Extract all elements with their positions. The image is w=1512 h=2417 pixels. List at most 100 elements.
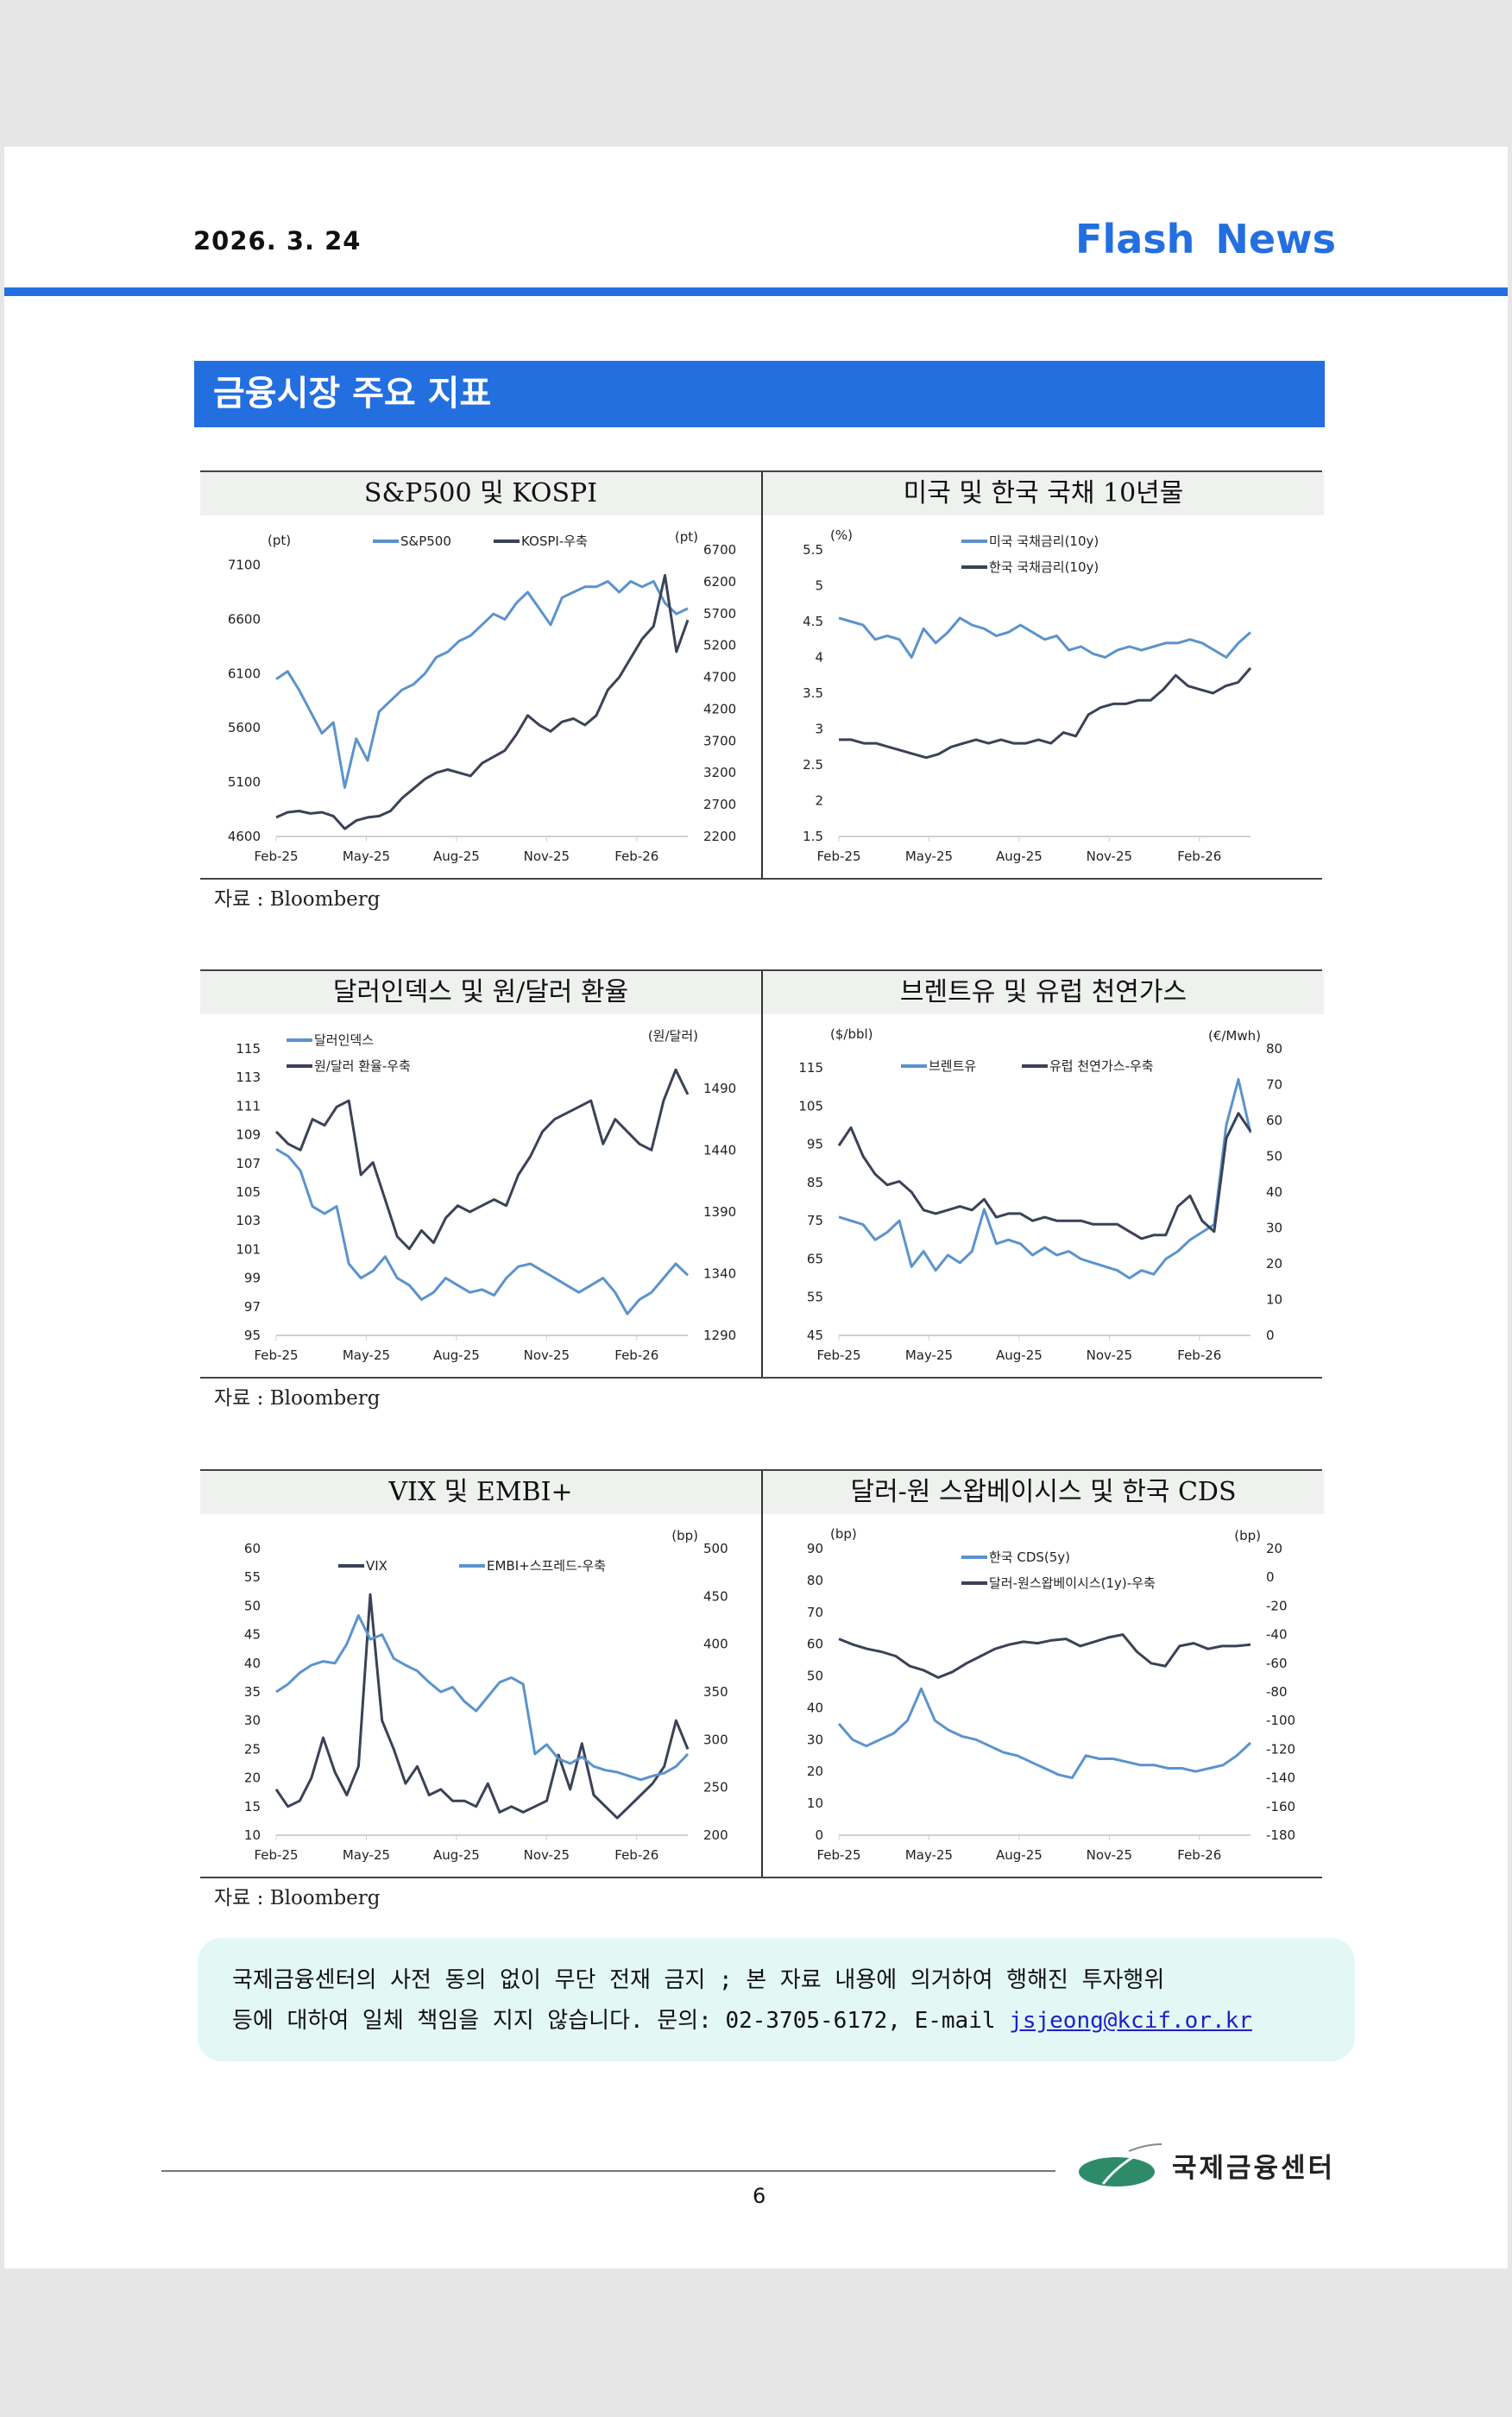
x-tick-label: Feb-25 (254, 1847, 298, 1863)
x-tick-label: Aug-25 (996, 1347, 1043, 1363)
x-tick-label: May-25 (905, 1347, 953, 1363)
x-tick-label: Aug-25 (433, 1347, 480, 1363)
series-line-0 (838, 616, 1251, 659)
x-tick-label: Feb-25 (254, 1347, 298, 1363)
x-tick-label: May-25 (343, 1847, 390, 1863)
legend-label: EMBI+스프레드-우축 (487, 1558, 606, 1574)
chart-title: S&P500 및 KOSPI (200, 472, 761, 515)
left-axis-tick-label: 115 (236, 1041, 261, 1057)
right-axis-tick-label: 60 (1266, 1113, 1282, 1128)
right-axis-tick-label: -60 (1266, 1656, 1288, 1671)
chart-vix-embi: Feb-25 May-25 Aug-25 Nov-25 Feb-26 10 15 20 25 30… (244, 1528, 728, 1863)
left-axis-tick-label: 107 (236, 1156, 261, 1171)
right-axis-tick-label: 5200 (703, 638, 736, 653)
right-axis-tick-label: 40 (1266, 1184, 1282, 1200)
left-axis-tick-label: 95 (244, 1328, 261, 1343)
left-axis-tick-label: 50 (244, 1598, 261, 1613)
x-tick-label: May-25 (905, 849, 953, 864)
x-tick-label: Feb-25 (816, 1347, 860, 1363)
left-axis-tick-label: 99 (244, 1271, 261, 1286)
right-axis-tick-label: 4200 (703, 701, 736, 716)
right-axis-tick-label: 450 (703, 1588, 728, 1604)
left-axis-tick-label: 6100 (228, 666, 261, 681)
right-axis-tick-label: 1290 (703, 1328, 736, 1343)
right-axis-tick-label: -20 (1266, 1598, 1288, 1613)
legend-label: 한국 국채금리(10y) (989, 559, 1099, 575)
x-tick-label: Nov-25 (524, 1347, 570, 1363)
right-axis-tick-label: 3200 (703, 765, 736, 780)
left-axis-tick-label: 1.5 (803, 829, 823, 844)
chart-panel-sp500-kospi: S&P500 및 KOSPI Feb-25 May-25 Aug-25 Nov-25 F… (200, 472, 761, 878)
right-axis-tick-label: 1490 (703, 1081, 736, 1096)
kcif-logo-icon (1079, 2142, 1162, 2187)
legend-label: S&P500 (400, 533, 451, 549)
header-divider (4, 287, 1508, 296)
right-axis-unit: (bp) (671, 1528, 698, 1543)
disclaimer-line-1: 국제금융센터의 사전 동의 없이 무단 전재 금지 ; 본 자료 내용에 의거하… (232, 1967, 1165, 1993)
chart-row-2: 달러인덱스 및 원/달러 환율 Feb-25 May-25 Aug-25 Nov-25… (200, 969, 1324, 1379)
right-axis-tick-label: -140 (1266, 1770, 1295, 1786)
chart-title: 브렌트유 및 유럽 천연가스 (763, 971, 1324, 1014)
right-axis-tick-label: 3700 (703, 733, 736, 748)
chart-title: VIX 및 EMBI+ (200, 1471, 761, 1514)
chart-panel-brent-gas: 브렌트유 및 유럽 천연가스 Feb-25 May-25 Aug-25 Nov-25 F… (761, 971, 1324, 1377)
chart-swap-cds: Feb-25 May-25 Aug-25 Nov-25 Feb-26 0 10 20 30 40 5… (807, 1526, 1295, 1863)
contact-email-link[interactable]: jsjeong@kcif.or.kr (1009, 2008, 1252, 2034)
right-axis-unit: (pt) (675, 529, 698, 545)
left-axis-tick-label: 97 (244, 1299, 261, 1315)
series-line-1 (838, 1633, 1251, 1679)
left-axis-tick-label: 5100 (228, 774, 261, 790)
disclaimer-text: 등에 대하여 일체 책임을 지지 않습니다. 문의: 02-3705-6172,… (232, 2008, 1010, 2034)
source-note: 자료 : Bloomberg (214, 1387, 381, 1410)
left-axis-tick-label: 55 (807, 1290, 823, 1305)
left-axis-tick-label: 115 (798, 1060, 823, 1076)
x-tick-label: Feb-25 (254, 849, 298, 864)
series-line-0 (275, 580, 689, 789)
left-axis-tick-label: 5600 (228, 720, 261, 735)
chart-brent-gas: Feb-25 May-25 Aug-25 Nov-25 Feb-26 45 55 65 75 85… (798, 1026, 1282, 1363)
chart-row-1: S&P500 및 KOSPI Feb-25 May-25 Aug-25 Nov-25 F… (200, 470, 1324, 880)
x-tick-label: Aug-25 (996, 849, 1043, 864)
chart-row-3: VIX 및 EMBI+ Feb-25 May-25 Aug-25 Nov-25 Feb-… (200, 1469, 1324, 1878)
left-axis-tick-label: 3 (815, 722, 823, 737)
left-axis-tick-label: 7100 (228, 558, 261, 573)
right-axis-tick-label: 2200 (703, 829, 736, 844)
x-tick-label: Nov-25 (524, 849, 570, 864)
left-axis-tick-label: 6600 (228, 611, 261, 627)
x-tick-label: Nov-25 (1087, 849, 1132, 864)
left-axis-tick-label: 35 (244, 1684, 261, 1700)
x-tick-label: May-25 (905, 1847, 953, 1863)
right-axis-tick-label: -80 (1266, 1684, 1288, 1700)
right-axis-tick-label: 1340 (703, 1265, 736, 1281)
x-tick-label: Feb-26 (614, 849, 658, 864)
left-axis-tick-label: 75 (807, 1213, 823, 1228)
left-axis-tick-label: 0 (815, 1827, 823, 1843)
x-tick-label: Feb-26 (1177, 1347, 1221, 1363)
series-line-1 (839, 666, 1252, 760)
right-axis-unit: (bp) (1234, 1528, 1261, 1543)
legend-label: VIX (366, 1558, 387, 1574)
chart-title: 달러인덱스 및 원/달러 환율 (200, 971, 761, 1014)
left-axis-tick-label: 40 (244, 1656, 261, 1671)
right-axis-unit: (원/달러) (648, 1028, 698, 1044)
right-axis-tick-label: 500 (703, 1541, 728, 1556)
source-note: 자료 : Bloomberg (214, 888, 381, 911)
source-note: 자료 : Bloomberg (214, 1887, 381, 1909)
left-axis-tick-label: 10 (807, 1795, 823, 1811)
right-axis-tick-label: 30 (1266, 1221, 1282, 1236)
left-axis-tick-label: 45 (244, 1627, 261, 1643)
right-axis-tick-label: -100 (1266, 1713, 1295, 1728)
left-axis-tick-label: 10 (244, 1827, 261, 1843)
disclaimer-box: 국제금융센터의 사전 동의 없이 무단 전재 금지 ; 본 자료 내용에 의거하… (198, 1938, 1355, 2061)
x-tick-label: Nov-25 (1087, 1347, 1132, 1363)
x-tick-label: Nov-25 (1087, 1847, 1132, 1863)
right-axis-tick-label: 1440 (703, 1142, 736, 1158)
left-axis-tick-label: 2.5 (803, 757, 823, 773)
chart-panel-bond-yields: 미국 및 한국 국채 10년물 Feb-25 May-25 Aug-25 Nov-25… (761, 472, 1324, 878)
left-axis-tick-label: 20 (807, 1764, 823, 1779)
legend-label: KOSPI-우축 (521, 533, 588, 549)
x-tick-label: Feb-25 (816, 849, 860, 864)
disclaimer-line-2: 등에 대하여 일체 책임을 지지 않습니다. 문의: 02-3705-6172,… (232, 2001, 1320, 2042)
right-axis-tick-label: 50 (1266, 1149, 1282, 1164)
left-axis-tick-label: 5 (815, 578, 823, 594)
